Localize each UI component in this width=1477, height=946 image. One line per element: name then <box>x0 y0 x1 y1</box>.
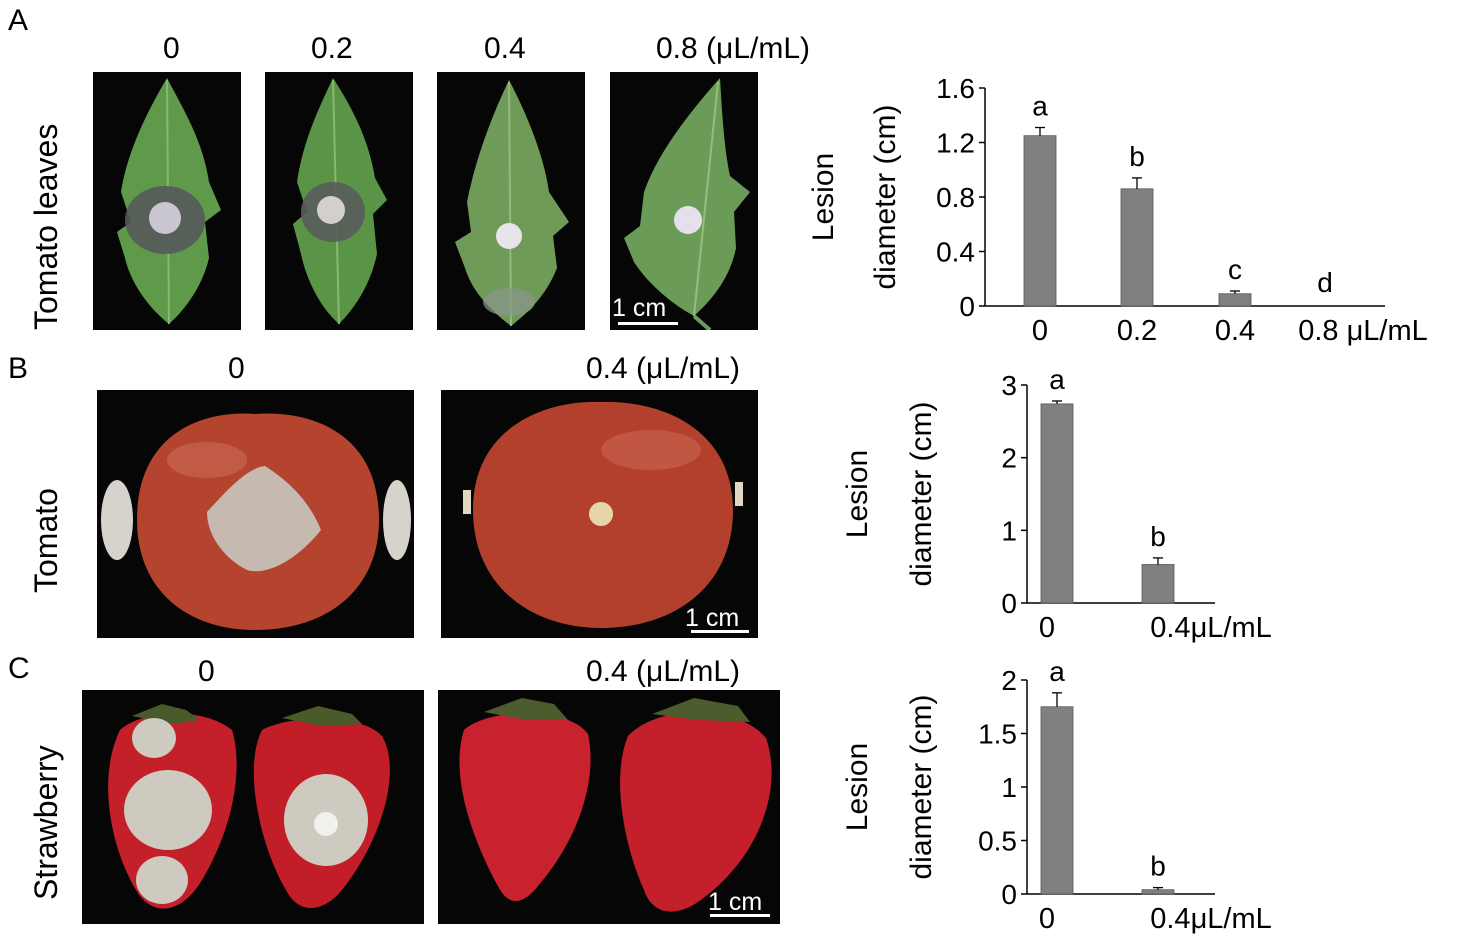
y-tick-label: 1.5 <box>978 719 1017 750</box>
y-axis-label: Lesion <box>807 153 840 241</box>
y-tick-label: 0.5 <box>978 826 1017 857</box>
leaf-photo <box>93 72 241 330</box>
significance-letter: b <box>1150 521 1166 552</box>
y-tick-label: 0.8 <box>936 182 975 213</box>
y-tick-label: 2 <box>1001 443 1017 474</box>
condition-label: 0.4 (μL/mL) <box>586 352 740 385</box>
scale-bar-label: 1 cm <box>685 604 740 632</box>
y-tick-label: 0 <box>1001 879 1017 910</box>
condition-label: 0 <box>228 352 245 385</box>
condition-label: 0 <box>163 32 180 65</box>
y-tick-label: 3 <box>1001 370 1017 401</box>
y-axis-label: Lesion <box>841 450 874 538</box>
y-axis-label: diameter (cm) <box>869 104 902 289</box>
scale-bar-label: 1 cm <box>612 294 667 322</box>
bar <box>1141 889 1175 895</box>
x-tick-label: 0.4 <box>1215 315 1255 347</box>
significance-letter: d <box>1317 267 1333 298</box>
leaf-photo: 1 cm <box>610 72 758 330</box>
x-tick-label: 0 <box>1039 903 1055 935</box>
significance-letter: a <box>1032 91 1048 122</box>
significance-letter: c <box>1228 254 1242 285</box>
scale-bar-label: 1 cm <box>708 888 763 916</box>
significance-letter: b <box>1129 141 1145 172</box>
bar <box>1023 135 1057 307</box>
y-tick-label: 1 <box>1001 515 1017 546</box>
panel-letter-c: C <box>8 652 30 685</box>
strawberry-photo: 1 cm <box>438 690 780 924</box>
x-tick-label: 0.4μL/mL <box>1150 903 1272 935</box>
bar-chart-a: 0 0.4 0.8 1.2 1.6 Lesion diameter (cm) a 0 b 0.2 c 0… <box>807 73 1428 347</box>
condition-label: 0.4 (μL/mL) <box>586 655 740 688</box>
significance-letter: a <box>1049 364 1065 395</box>
tomato-photo <box>97 390 414 638</box>
leaf-photo <box>437 72 585 330</box>
bar <box>1040 403 1074 604</box>
scale-bar-line <box>618 322 678 325</box>
y-axis-label: diameter (cm) <box>905 694 938 879</box>
bar-chart-b: 0 1 2 3 Lesion diameter (cm) a 0 b 0.4μL/mL <box>841 364 1272 644</box>
leaf-photo <box>265 72 413 330</box>
bar <box>1141 564 1175 604</box>
y-axis-label: Lesion <box>841 743 874 831</box>
scale-bar: 1 cm <box>612 294 666 323</box>
y-tick-label: 1.2 <box>936 128 975 159</box>
row-label-tomato: Tomato <box>28 488 64 593</box>
strawberry-photo <box>82 690 424 924</box>
significance-letter: a <box>1049 656 1065 687</box>
y-axis-label: diameter (cm) <box>905 401 938 586</box>
x-tick-label: 0.2 <box>1117 315 1157 347</box>
y-tick-label: 1.6 <box>936 73 975 104</box>
bar <box>1120 188 1154 307</box>
bar-chart-c: 0 0.5 1 1.5 2 Lesion diameter (cm) a 0 b 0.4μL/mL <box>841 656 1272 935</box>
x-tick-label: 0.4μL/mL <box>1150 612 1272 644</box>
y-tick-label: 0.4 <box>936 237 975 268</box>
panel-letter-b: B <box>8 352 29 385</box>
y-tick-label: 1 <box>1001 772 1017 803</box>
scale-bar-line <box>691 630 749 633</box>
scale-bar-line <box>710 914 770 917</box>
row-label-tomato-leaves: Tomato leaves <box>28 123 64 330</box>
x-tick-label: 0 <box>1032 315 1048 347</box>
condition-label: 0.4 <box>484 32 526 65</box>
bar <box>1040 706 1074 895</box>
y-tick-label: 0 <box>1001 588 1017 619</box>
condition-label: 0.2 <box>311 32 353 65</box>
x-tick-label: 0.8 μL/mL <box>1298 315 1428 347</box>
row-label-strawberry: Strawberry <box>28 745 64 900</box>
condition-label: 0.8 (μL/mL) <box>656 32 810 65</box>
x-tick-label: 0 <box>1039 612 1055 644</box>
y-tick-label: 2 <box>1001 665 1017 696</box>
significance-letter: b <box>1150 851 1166 882</box>
panel-letter-a: A <box>8 4 29 37</box>
scale-bar: 1 cm <box>708 888 762 917</box>
condition-label: 0 <box>198 655 215 688</box>
scale-bar: 1 cm <box>685 604 739 633</box>
y-tick-label: 0 <box>959 291 975 322</box>
tomato-photo: 1 cm <box>441 390 758 638</box>
bar <box>1218 293 1252 307</box>
